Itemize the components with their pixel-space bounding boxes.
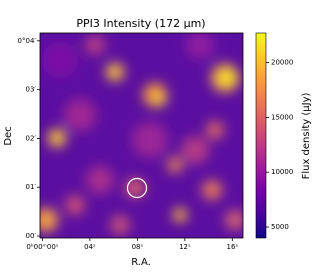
colorbar-tick-label: 5000 xyxy=(271,223,289,231)
y-axis-label: Dec xyxy=(3,126,14,145)
colorbar-tick-label: 20000 xyxy=(271,59,293,67)
y-tick-label: 02′ xyxy=(26,134,37,142)
colorbar-tick-label: 10000 xyxy=(271,168,293,176)
y-tick-label: 0°04′ xyxy=(18,37,37,45)
chart-title: PPI3 Intensity (172 μm) xyxy=(76,17,205,30)
plot-frame xyxy=(39,32,244,239)
x-tick-label: 16ˢ xyxy=(227,243,239,251)
x-axis-label: R.A. xyxy=(131,257,151,268)
y-tick-label: 01′ xyxy=(26,183,37,191)
y-tick-label: 03′ xyxy=(26,86,37,94)
x-tick-label: 08ˢ xyxy=(132,243,144,251)
colorbar xyxy=(255,32,267,239)
colorbar-label: Flux density (μJy) xyxy=(301,92,312,179)
intensity-map xyxy=(40,33,243,238)
source-marker xyxy=(126,177,148,199)
x-tick-label: 0ʰ00ᵐ00ˢ xyxy=(26,243,58,251)
x-tick-label: 12ˢ xyxy=(179,243,191,251)
x-tick-label: 04ˢ xyxy=(84,243,96,251)
colorbar-tick-label: 15000 xyxy=(271,113,293,121)
y-tick-label: 00′ xyxy=(26,232,37,240)
